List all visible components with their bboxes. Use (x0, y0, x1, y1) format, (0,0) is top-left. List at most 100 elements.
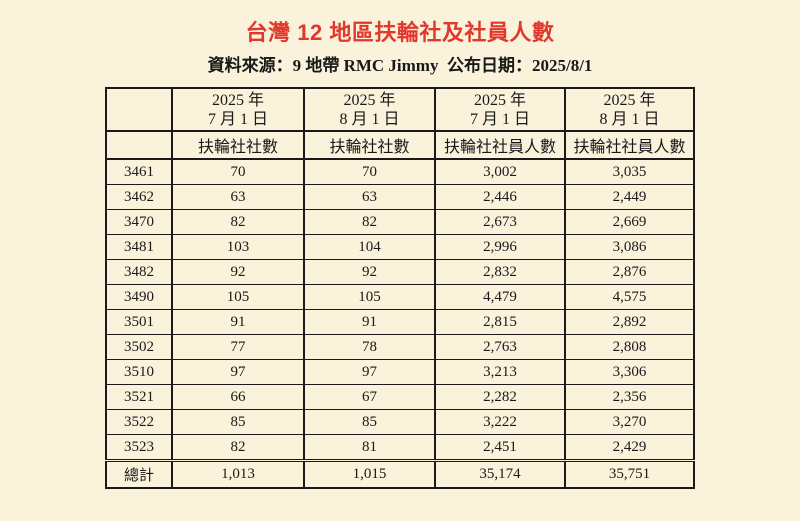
total-clubs-jul-cell: 1,013 (171, 459, 305, 489)
members-jul-cell: 3,213 (434, 359, 566, 385)
clubs-jul-cell: 105 (171, 284, 305, 310)
table-row: 3521 66 67 2,282 2,356 (105, 384, 695, 410)
source-and-publish-date: 資料來源：9 地帶 RMC Jimmy 公布日期：2025/8/1 (207, 56, 593, 75)
table-row: 3523 82 81 2,451 2,429 (105, 434, 695, 461)
clubs-jul-cell: 103 (171, 234, 305, 260)
district-cell: 3501 (105, 309, 173, 335)
col-header-metric-clubs-aug: 扶輪社社數 (303, 130, 436, 160)
members-jul-cell: 2,673 (434, 209, 566, 235)
date-line2: 7 月 1 日 (469, 110, 530, 128)
members-jul-cell: 2,815 (434, 309, 566, 335)
table-row: 3470 82 82 2,673 2,669 (105, 209, 695, 235)
total-members-aug-cell: 35,751 (564, 459, 695, 489)
district-cell: 3481 (105, 234, 173, 260)
col-header-date-members-jul: 2025 年 7 月 1 日 (434, 87, 566, 132)
members-jul-cell: 3,002 (434, 158, 566, 185)
clubs-aug-cell: 81 (303, 434, 436, 461)
corner-cell-top (105, 87, 173, 132)
date-line1: 2025 年 (603, 91, 656, 109)
total-label-cell: 總計 (105, 459, 173, 489)
table-row: 3490 105 105 4,479 4,575 (105, 284, 695, 310)
clubs-aug-cell: 63 (303, 184, 436, 210)
clubs-jul-cell: 92 (171, 259, 305, 285)
members-jul-cell: 4,479 (434, 284, 566, 310)
total-clubs-aug-cell: 1,015 (303, 459, 436, 489)
table-row: 3502 77 78 2,763 2,808 (105, 334, 695, 360)
clubs-aug-cell: 97 (303, 359, 436, 385)
members-aug-cell: 2,449 (564, 184, 695, 210)
clubs-jul-cell: 63 (171, 184, 305, 210)
table-row: 3510 97 97 3,213 3,306 (105, 359, 695, 385)
members-aug-cell: 4,575 (564, 284, 695, 310)
district-cell: 3521 (105, 384, 173, 410)
clubs-jul-cell: 97 (171, 359, 305, 385)
clubs-jul-cell: 85 (171, 409, 305, 435)
table-row: 3482 92 92 2,832 2,876 (105, 259, 695, 285)
clubs-aug-cell: 85 (303, 409, 436, 435)
members-aug-cell: 2,876 (564, 259, 695, 285)
header-row-metrics: 扶輪社社數 扶輪社社數 扶輪社社員人數 扶輪社社員人數 (105, 130, 695, 160)
members-jul-cell: 2,282 (434, 384, 566, 410)
rotary-districts-table: 2025 年 7 月 1 日 2025 年 8 月 1 日 2025 年 7 月… (105, 87, 695, 489)
col-header-date-clubs-aug: 2025 年 8 月 1 日 (303, 87, 436, 132)
members-aug-cell: 3,035 (564, 158, 695, 185)
clubs-jul-cell: 66 (171, 384, 305, 410)
clubs-aug-cell: 82 (303, 209, 436, 235)
district-cell: 3522 (105, 409, 173, 435)
col-header-date-clubs-jul: 2025 年 7 月 1 日 (171, 87, 305, 132)
members-jul-cell: 2,763 (434, 334, 566, 360)
members-jul-cell: 2,996 (434, 234, 566, 260)
table-row: 3461 70 70 3,002 3,035 (105, 158, 695, 185)
members-jul-cell: 2,832 (434, 259, 566, 285)
clubs-jul-cell: 82 (171, 209, 305, 235)
members-aug-cell: 3,306 (564, 359, 695, 385)
corner-cell-metrics (105, 130, 173, 160)
clubs-jul-cell: 91 (171, 309, 305, 335)
date-line1: 2025 年 (343, 91, 396, 109)
members-aug-cell: 2,669 (564, 209, 695, 235)
members-aug-cell: 2,892 (564, 309, 695, 335)
district-cell: 3470 (105, 209, 173, 235)
members-aug-cell: 3,270 (564, 409, 695, 435)
total-members-jul-cell: 35,174 (434, 459, 566, 489)
table-row: 3522 85 85 3,222 3,270 (105, 409, 695, 435)
clubs-aug-cell: 70 (303, 158, 436, 185)
members-jul-cell: 2,446 (434, 184, 566, 210)
district-cell: 3482 (105, 259, 173, 285)
clubs-aug-cell: 104 (303, 234, 436, 260)
col-header-metric-members-aug: 扶輪社社員人數 (564, 130, 695, 160)
district-cell: 3462 (105, 184, 173, 210)
table-row: 3501 91 91 2,815 2,892 (105, 309, 695, 335)
district-cell: 3461 (105, 158, 173, 185)
col-header-metric-clubs-jul: 扶輪社社數 (171, 130, 305, 160)
members-jul-cell: 2,451 (434, 434, 566, 461)
date-line2: 8 月 1 日 (339, 110, 400, 128)
date-line1: 2025 年 (473, 91, 526, 109)
date-line2: 7 月 1 日 (207, 110, 268, 128)
district-cell: 3510 (105, 359, 173, 385)
members-aug-cell: 2,429 (564, 434, 695, 461)
date-line2: 8 月 1 日 (599, 110, 660, 128)
members-aug-cell: 2,356 (564, 384, 695, 410)
clubs-aug-cell: 78 (303, 334, 436, 360)
clubs-aug-cell: 105 (303, 284, 436, 310)
col-header-date-members-aug: 2025 年 8 月 1 日 (564, 87, 695, 132)
clubs-aug-cell: 92 (303, 259, 436, 285)
members-aug-cell: 3,086 (564, 234, 695, 260)
members-aug-cell: 2,808 (564, 334, 695, 360)
header-row-dates: 2025 年 7 月 1 日 2025 年 8 月 1 日 2025 年 7 月… (105, 87, 695, 132)
clubs-aug-cell: 91 (303, 309, 436, 335)
members-jul-cell: 3,222 (434, 409, 566, 435)
date-line1: 2025 年 (211, 91, 264, 109)
total-row: 總計 1,013 1,015 35,174 35,751 (105, 459, 695, 489)
clubs-jul-cell: 77 (171, 334, 305, 360)
col-header-metric-members-jul: 扶輪社社員人數 (434, 130, 566, 160)
page-title: 台灣 12 地區扶輪社及社員人數 (245, 20, 555, 45)
table-row: 3462 63 63 2,446 2,449 (105, 184, 695, 210)
clubs-jul-cell: 82 (171, 434, 305, 461)
clubs-jul-cell: 70 (171, 158, 305, 185)
district-cell: 3490 (105, 284, 173, 310)
district-cell: 3523 (105, 434, 173, 461)
clubs-aug-cell: 67 (303, 384, 436, 410)
district-cell: 3502 (105, 334, 173, 360)
